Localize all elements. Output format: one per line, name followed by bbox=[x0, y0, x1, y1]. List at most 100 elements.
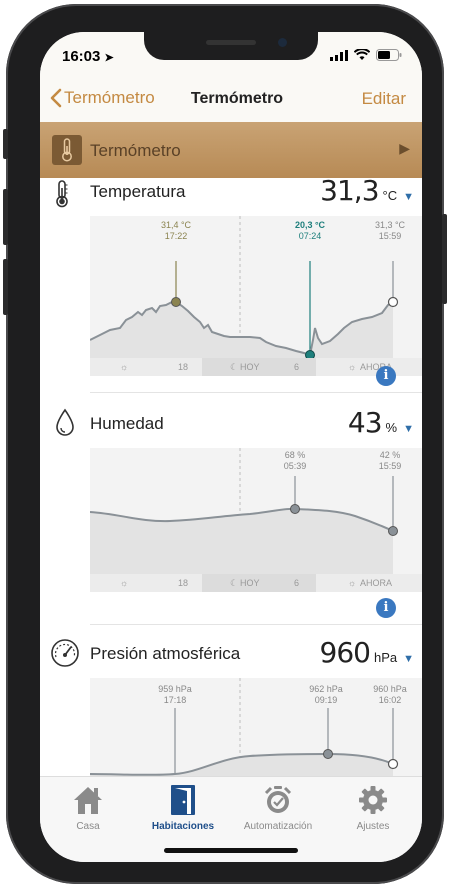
humidity-x-axis: ☼ 18 ☾ HOY 6 ☼ AHORA bbox=[90, 574, 422, 592]
axis-label: 6 bbox=[294, 362, 300, 372]
volume-up-button bbox=[3, 189, 8, 245]
house-icon bbox=[74, 787, 102, 814]
pressure-unit: hPa bbox=[373, 650, 398, 665]
alarm-clock-icon bbox=[264, 786, 292, 813]
temperature-chart-plot bbox=[90, 216, 399, 358]
pressure-section: Presión atmosférica 960 hPa ▼ 95 bbox=[40, 636, 422, 776]
axis-label: AHORA bbox=[360, 578, 393, 588]
temperature-x-axis: ☼ 18 ☾ HOY 6 ☼ AHORA bbox=[90, 358, 422, 376]
chevron-right-icon: ▶ bbox=[399, 140, 410, 156]
caret-down-icon: ▼ bbox=[403, 191, 414, 203]
thermometer-icon bbox=[56, 180, 68, 208]
humidity-info-button[interactable]: i bbox=[376, 598, 396, 618]
sun-icon: ☼ bbox=[120, 578, 129, 588]
tab-label: Automatización bbox=[243, 821, 313, 832]
battery-icon bbox=[376, 49, 402, 61]
annotation-value: 962 hPa bbox=[309, 684, 343, 694]
tab-bar: Casa Habitaciones Automatización Ajustes bbox=[40, 776, 422, 862]
navigation-bar: Termómetro Termómetro Editar bbox=[40, 76, 422, 123]
tab-label: Ajustes bbox=[356, 821, 390, 832]
axis-label: HOY bbox=[240, 578, 260, 588]
annotation-time: 17:18 bbox=[163, 695, 187, 705]
annotation-time: 16:02 bbox=[378, 695, 402, 705]
axis-label: 6 bbox=[294, 578, 300, 588]
back-button[interactable]: Termómetro bbox=[50, 88, 155, 108]
pressure-chart-plot bbox=[90, 678, 399, 776]
screen: 16:03 ➤ Termómetro Termómetro Editar Ter… bbox=[40, 32, 422, 862]
back-button-label: Termómetro bbox=[64, 88, 155, 107]
humidity-value-selector[interactable]: 43 % ▼ bbox=[348, 406, 414, 439]
page-title: Termómetro bbox=[190, 90, 284, 107]
moon-icon: ☾ bbox=[230, 362, 239, 372]
annotation-value: 20,3 °C bbox=[294, 220, 326, 230]
door-icon bbox=[171, 785, 195, 815]
humidity-chart[interactable]: 68 % 05:39 42 % 15:59 ☼ 18 ☾ HOY 6 ☼ AHORA bbox=[90, 448, 422, 608]
temperature-max-annotation: 31,4 °C 17:22 bbox=[146, 220, 206, 242]
humidity-title: Humedad bbox=[90, 414, 164, 433]
sun-icon: ☼ bbox=[348, 362, 357, 372]
humidity-chart-plot bbox=[90, 448, 398, 574]
moon-icon: ☾ bbox=[230, 578, 239, 588]
edit-button[interactable]: Editar bbox=[361, 89, 406, 108]
temperature-value: 31,3 bbox=[320, 174, 379, 207]
pressure-max-annotation: 962 hPa 09:19 bbox=[296, 684, 356, 706]
thermometer-room-icon bbox=[52, 135, 82, 165]
axis-label: AHORA bbox=[360, 362, 393, 372]
gear-icon bbox=[359, 786, 387, 814]
gauge-icon bbox=[51, 639, 79, 667]
caret-down-icon: ▼ bbox=[403, 423, 414, 435]
temperature-min-annotation: 20,3 °C 07:24 bbox=[280, 220, 340, 242]
pressure-value-selector[interactable]: 960 hPa ▼ bbox=[320, 636, 414, 669]
phone-frame: 16:03 ➤ Termómetro Termómetro Editar Ter… bbox=[3, 4, 447, 884]
tab-label: Casa bbox=[76, 821, 100, 832]
status-icons bbox=[330, 49, 402, 61]
divider bbox=[90, 392, 422, 393]
annotation-time: 07:24 bbox=[298, 231, 322, 241]
pressure-min-annotation: 959 hPa 17:18 bbox=[145, 684, 205, 706]
temperature-chart[interactable]: 31,4 °C 17:22 20,3 °C 07:24 31,3 °C 15:59 ☼… bbox=[90, 216, 422, 376]
status-time: 16:03 ➤ bbox=[62, 48, 114, 65]
annotation-value: 42 % bbox=[379, 450, 401, 460]
tab-automatizacion[interactable]: Automatización bbox=[230, 783, 326, 832]
divider bbox=[90, 624, 422, 625]
pressure-value: 960 bbox=[319, 636, 371, 669]
annotation-value: 31,3 °C bbox=[374, 220, 406, 230]
tab-habitaciones[interactable]: Habitaciones bbox=[135, 783, 231, 832]
tab-label: Habitaciones bbox=[151, 821, 215, 832]
humidity-max-annotation: 68 % 05:39 bbox=[265, 450, 325, 472]
mute-switch bbox=[3, 129, 8, 159]
annotation-value: 960 hPa bbox=[373, 684, 407, 694]
annotation-time: 09:19 bbox=[314, 695, 338, 705]
temperature-value-selector[interactable]: 31,3 °C ▼ bbox=[320, 174, 414, 207]
pressure-chart[interactable]: 959 hPa 17:18 962 hPa 09:19 960 hPa 16:02 bbox=[90, 678, 422, 776]
temperature-section: Temperatura 31,3 °C ▼ bbox=[40, 174, 422, 398]
annotation-time: 15:59 bbox=[378, 461, 402, 471]
status-time-text: 16:03 bbox=[62, 48, 101, 65]
temperature-title: Temperatura bbox=[90, 182, 186, 201]
tab-ajustes[interactable]: Ajustes bbox=[325, 783, 421, 832]
cellular-signal-icon bbox=[330, 49, 348, 61]
humidity-value: 43 bbox=[347, 406, 383, 439]
temperature-info-button[interactable]: i bbox=[376, 366, 396, 386]
power-button bbox=[442, 214, 447, 304]
humidity-now-annotation: 42 % 15:59 bbox=[360, 450, 420, 472]
water-drop-icon bbox=[56, 408, 74, 436]
annotation-value: 68 % bbox=[284, 450, 306, 460]
annotation-time: 05:39 bbox=[283, 461, 307, 471]
axis-label: 18 bbox=[178, 362, 189, 372]
humidity-section: Humedad 43 % ▼ 68 % 05:39 42 % 15:59 bbox=[40, 406, 422, 626]
pressure-title: Presión atmosférica bbox=[90, 644, 241, 663]
temperature-now-annotation: 31,3 °C 15:59 bbox=[360, 220, 420, 242]
sun-icon: ☼ bbox=[348, 578, 357, 588]
axis-label: HOY bbox=[240, 362, 260, 372]
pressure-now-annotation: 960 hPa 16:02 bbox=[360, 684, 420, 706]
room-header[interactable]: Termómetro ▶ bbox=[40, 122, 422, 178]
home-indicator[interactable] bbox=[164, 848, 298, 853]
annotation-value: 959 hPa bbox=[158, 684, 192, 694]
notch bbox=[144, 32, 318, 60]
axis-label: 18 bbox=[178, 578, 189, 588]
annotation-value: 31,4 °C bbox=[160, 220, 192, 230]
tab-casa[interactable]: Casa bbox=[40, 783, 136, 832]
humidity-unit: % bbox=[385, 420, 398, 435]
sun-icon: ☼ bbox=[120, 362, 129, 372]
